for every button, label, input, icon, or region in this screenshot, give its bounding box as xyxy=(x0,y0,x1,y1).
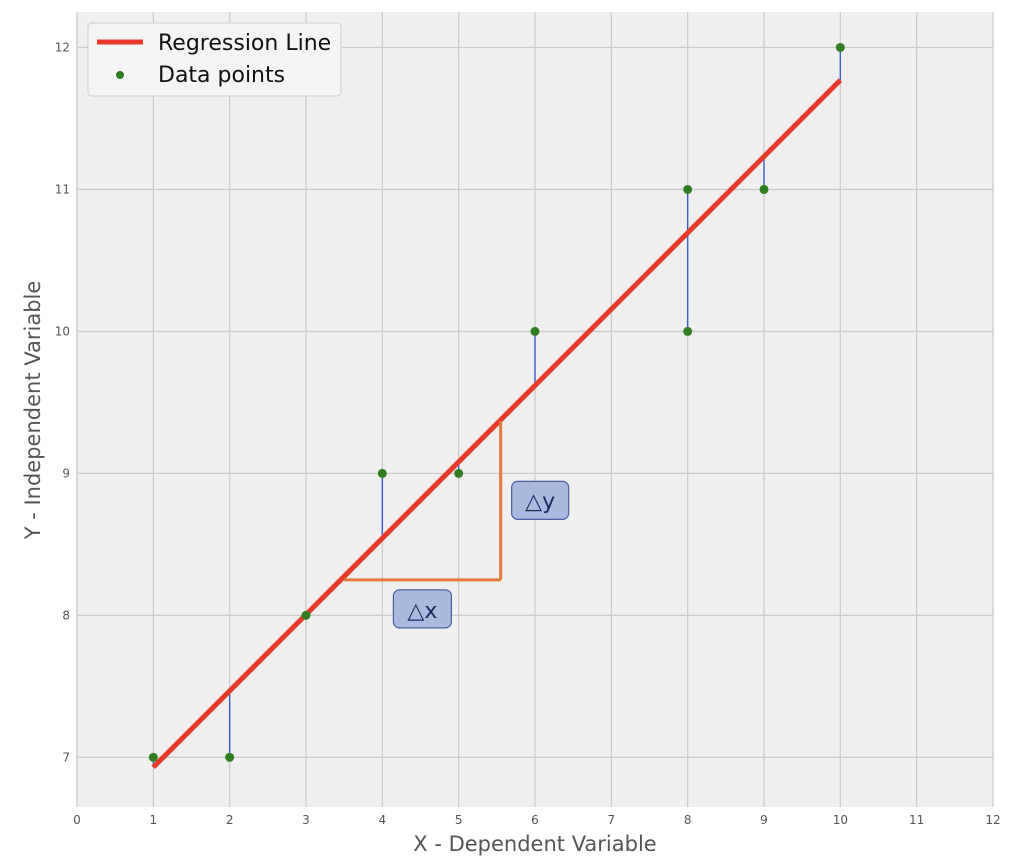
y-axis-label: Y - Independent Variable xyxy=(21,281,45,541)
regression-line xyxy=(151,78,843,770)
data-points xyxy=(148,42,845,762)
x-tick-label: 12 xyxy=(985,813,1000,827)
data-point xyxy=(683,326,693,336)
data-point xyxy=(148,752,158,762)
delta-x-label: △x xyxy=(407,599,437,624)
data-point xyxy=(530,326,540,336)
legend-datapoint-swatch xyxy=(116,71,124,79)
data-point xyxy=(377,468,387,478)
data-point xyxy=(225,752,235,762)
x-tick-label: 5 xyxy=(455,813,463,827)
delta-y-label-box xyxy=(511,480,570,520)
regression-line-group xyxy=(151,78,843,770)
legend-regression-label: Regression Line xyxy=(158,31,331,56)
y-tick-label: 9 xyxy=(62,466,70,480)
x-tick-label: 2 xyxy=(226,813,234,827)
delta-x-label-box xyxy=(392,589,453,629)
slope-annotations: △x △y xyxy=(344,420,570,629)
delta-y-label: △y xyxy=(525,489,555,514)
data-point xyxy=(759,184,769,194)
x-tick-label: 8 xyxy=(684,813,692,827)
legend: Regression Line Data points xyxy=(87,22,342,97)
x-tick-label: 7 xyxy=(608,813,616,827)
y-tick-label: 11 xyxy=(55,182,70,196)
x-tick-label: 1 xyxy=(150,813,158,827)
x-tick-label: 4 xyxy=(379,813,387,827)
data-point xyxy=(683,184,693,194)
x-axis-ticks: 0 1 2 3 4 5 6 7 8 9 10 11 12 xyxy=(73,813,1000,827)
x-tick-label: 9 xyxy=(760,813,768,827)
legend-box xyxy=(87,22,342,97)
y-tick-label: 7 xyxy=(62,750,70,764)
y-tick-label: 8 xyxy=(62,608,70,622)
x-tick-label: 3 xyxy=(302,813,310,827)
x-tick-label: 0 xyxy=(73,813,81,827)
y-tick-label: 10 xyxy=(55,324,70,338)
y-tick-label: 12 xyxy=(55,40,70,54)
x-tick-label: 11 xyxy=(909,813,924,827)
x-tick-label: 6 xyxy=(531,813,539,827)
x-tick-label: 10 xyxy=(833,813,848,827)
data-point xyxy=(301,610,311,620)
y-axis-ticks: 7 8 9 10 11 12 xyxy=(55,40,70,764)
x-axis-label: X - Dependent Variable xyxy=(413,832,656,856)
legend-datapoint-label: Data points xyxy=(158,63,285,88)
data-point xyxy=(454,468,464,478)
data-point xyxy=(835,42,845,52)
